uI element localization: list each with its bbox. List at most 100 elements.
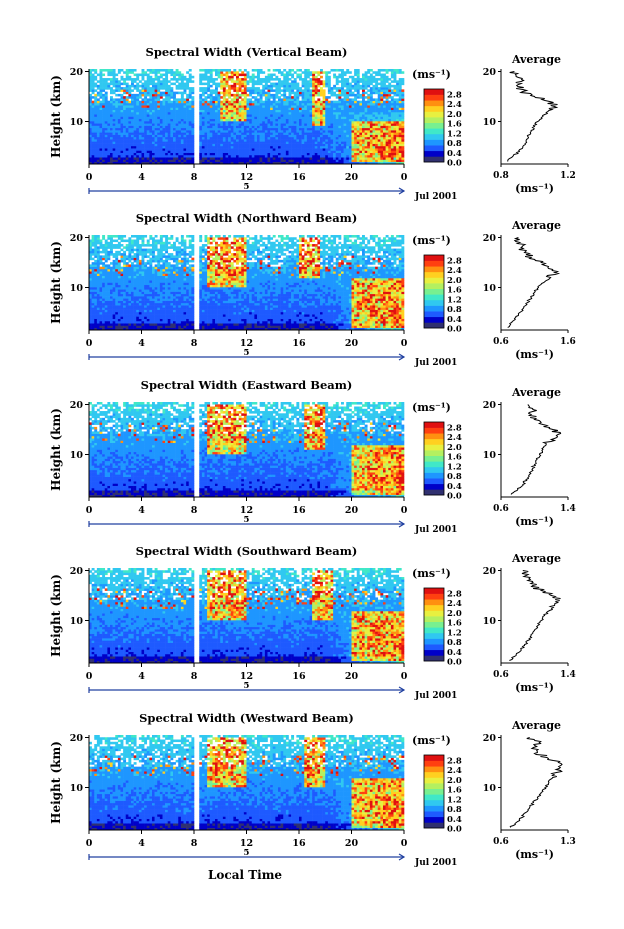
heatmap-cell xyxy=(170,153,173,156)
heatmap-cell xyxy=(168,98,171,101)
heatmap-cell xyxy=(304,80,307,83)
heatmap-cell xyxy=(302,135,305,138)
heatmap-cell xyxy=(144,157,147,160)
heatmap-cell xyxy=(147,87,150,90)
heatmap-cell xyxy=(317,144,320,147)
heatmap-cell xyxy=(401,132,404,135)
heatmap-cell xyxy=(278,128,281,131)
heatmap-cell xyxy=(239,148,242,151)
heatmap-cell xyxy=(139,101,142,104)
heatmap-cell xyxy=(283,132,286,135)
heatmap-cell xyxy=(296,139,299,142)
heatmap-cell xyxy=(399,128,402,131)
heatmap-cell xyxy=(199,105,202,108)
heatmap-cell xyxy=(92,105,95,108)
heatmap-cell xyxy=(105,96,108,99)
heatmap-cell xyxy=(157,123,160,126)
heatmap-cell xyxy=(228,107,231,110)
heatmap-cell xyxy=(102,262,105,265)
heatmap-cell xyxy=(367,146,370,149)
heatmap-cell xyxy=(252,139,255,142)
heatmap-cell xyxy=(244,89,247,92)
heatmap-cell xyxy=(391,103,394,106)
heatmap-cell xyxy=(228,123,231,126)
heatmap-cell xyxy=(396,146,399,149)
heatmap-cell xyxy=(160,137,163,140)
heatmap-cell xyxy=(383,159,386,162)
heatmap-cell xyxy=(328,96,331,99)
heatmap-cell xyxy=(163,121,166,124)
heatmap-cell xyxy=(273,78,276,81)
heatmap-cell xyxy=(367,89,370,92)
heatmap-cell xyxy=(139,74,142,77)
heatmap-cell xyxy=(286,89,289,92)
colorbar-segment xyxy=(424,95,444,101)
heatmap-cell xyxy=(352,123,355,126)
heatmap-cell xyxy=(281,85,284,88)
heatmap-cell xyxy=(94,112,97,115)
heatmap-cell xyxy=(184,126,187,129)
heatmap-cell xyxy=(136,101,139,104)
heatmap-cell xyxy=(375,114,378,117)
heatmap-cell xyxy=(105,249,108,252)
heatmap-cell xyxy=(102,264,105,267)
heatmap-cell xyxy=(296,98,299,101)
heatmap-cell xyxy=(336,146,339,149)
heatmap-cell xyxy=(94,246,97,249)
heatmap-cell xyxy=(105,310,108,313)
heatmap-cell xyxy=(394,153,397,156)
heatmap-cell xyxy=(144,130,147,133)
heatmap-cell xyxy=(118,137,121,140)
heatmap-cell xyxy=(110,135,113,138)
heatmap-cell xyxy=(207,103,210,106)
heatmap-cell xyxy=(328,107,331,110)
heatmap-cell xyxy=(212,137,215,140)
heatmap-cell xyxy=(189,74,192,77)
heatmap-cell xyxy=(344,132,347,135)
heatmap-cell xyxy=(396,148,399,151)
heatmap-cell xyxy=(244,69,247,72)
heatmap-cell xyxy=(181,135,184,138)
heatmap-cell xyxy=(378,110,381,113)
heatmap-cell xyxy=(107,114,110,117)
heatmap-cell xyxy=(380,98,383,101)
heatmap-cell xyxy=(165,117,168,120)
heatmap-cell xyxy=(357,101,360,104)
heatmap-cell xyxy=(207,130,210,133)
heatmap-cell xyxy=(265,150,268,153)
heatmap-cell xyxy=(294,155,297,158)
heatmap-cell xyxy=(168,137,171,140)
heatmap-cell xyxy=(304,96,307,99)
heatmap-cell xyxy=(275,153,278,156)
heatmap-cell xyxy=(315,159,318,162)
heatmap-cell xyxy=(163,107,166,110)
heatmap-cell xyxy=(226,74,229,77)
heatmap-cell xyxy=(307,141,310,144)
heatmap-cell xyxy=(184,121,187,124)
heatmap-cell xyxy=(323,96,326,99)
heatmap-cell xyxy=(291,148,294,151)
heatmap-cell xyxy=(325,83,328,86)
heatmap-cell xyxy=(359,80,362,83)
heatmap-cell xyxy=(233,128,236,131)
heatmap-cell xyxy=(283,159,286,162)
heatmap-cell xyxy=(160,132,163,135)
heatmap-cell xyxy=(365,126,368,129)
heatmap-cell xyxy=(394,139,397,142)
heatmap-cell xyxy=(92,69,95,72)
heatmap-cell xyxy=(401,114,404,117)
heatmap-cell xyxy=(338,89,341,92)
heatmap-cell xyxy=(178,139,181,142)
heatmap-cell xyxy=(349,141,352,144)
heatmap-cell xyxy=(273,107,276,110)
heatmap-cell xyxy=(252,87,255,90)
heatmap-cell xyxy=(296,119,299,122)
heatmap-cell xyxy=(310,85,313,88)
heatmap-cell xyxy=(184,119,187,122)
heatmap-cell xyxy=(163,105,166,108)
heatmap-cell xyxy=(236,155,239,158)
heatmap-cell xyxy=(107,269,110,272)
heatmap-cell xyxy=(168,80,171,83)
heatmap-cell xyxy=(107,119,110,122)
heatmap-cell xyxy=(317,159,320,162)
